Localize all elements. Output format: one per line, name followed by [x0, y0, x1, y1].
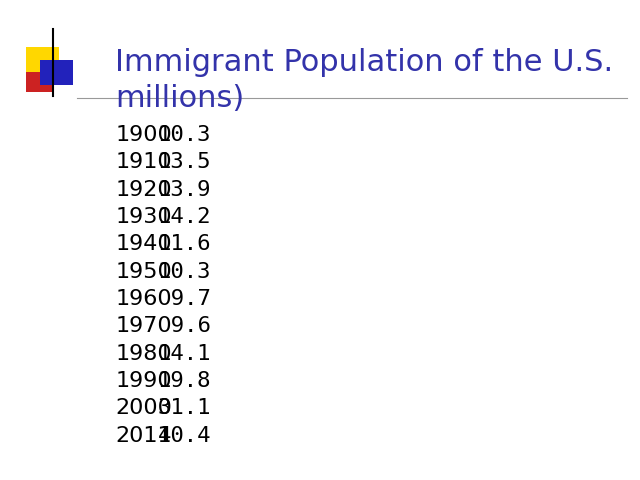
Text: 1960: 1960: [115, 289, 172, 309]
FancyBboxPatch shape: [26, 72, 52, 92]
Text: 40.4: 40.4: [157, 426, 211, 446]
Text: 1940: 1940: [115, 234, 172, 254]
Text: Immigrant Population of the U.S.   (in
millions): Immigrant Population of the U.S. (in mil…: [115, 48, 640, 113]
Text: 10.3: 10.3: [157, 125, 211, 145]
Text: 14.2: 14.2: [157, 207, 211, 227]
Text: 2000: 2000: [115, 398, 172, 419]
Text: 9.7: 9.7: [145, 289, 211, 309]
Text: 1970: 1970: [115, 316, 172, 336]
Text: 1990: 1990: [115, 371, 172, 391]
FancyBboxPatch shape: [40, 60, 73, 85]
Text: 10.3: 10.3: [157, 262, 211, 282]
Text: 2011: 2011: [115, 426, 172, 446]
Text: 1920: 1920: [115, 180, 172, 200]
Text: 13.5: 13.5: [157, 152, 211, 172]
Text: 1980: 1980: [115, 344, 172, 364]
Text: 1930: 1930: [115, 207, 172, 227]
Text: 14.1: 14.1: [157, 344, 211, 364]
Text: 13.9: 13.9: [157, 180, 211, 200]
Text: 19.8: 19.8: [157, 371, 211, 391]
Text: 1900: 1900: [115, 125, 172, 145]
Text: 31.1: 31.1: [157, 398, 211, 419]
Text: 11.6: 11.6: [157, 234, 211, 254]
Text: 9.6: 9.6: [145, 316, 211, 336]
Text: 1910: 1910: [115, 152, 172, 172]
FancyBboxPatch shape: [26, 47, 59, 72]
Text: 1950: 1950: [115, 262, 172, 282]
